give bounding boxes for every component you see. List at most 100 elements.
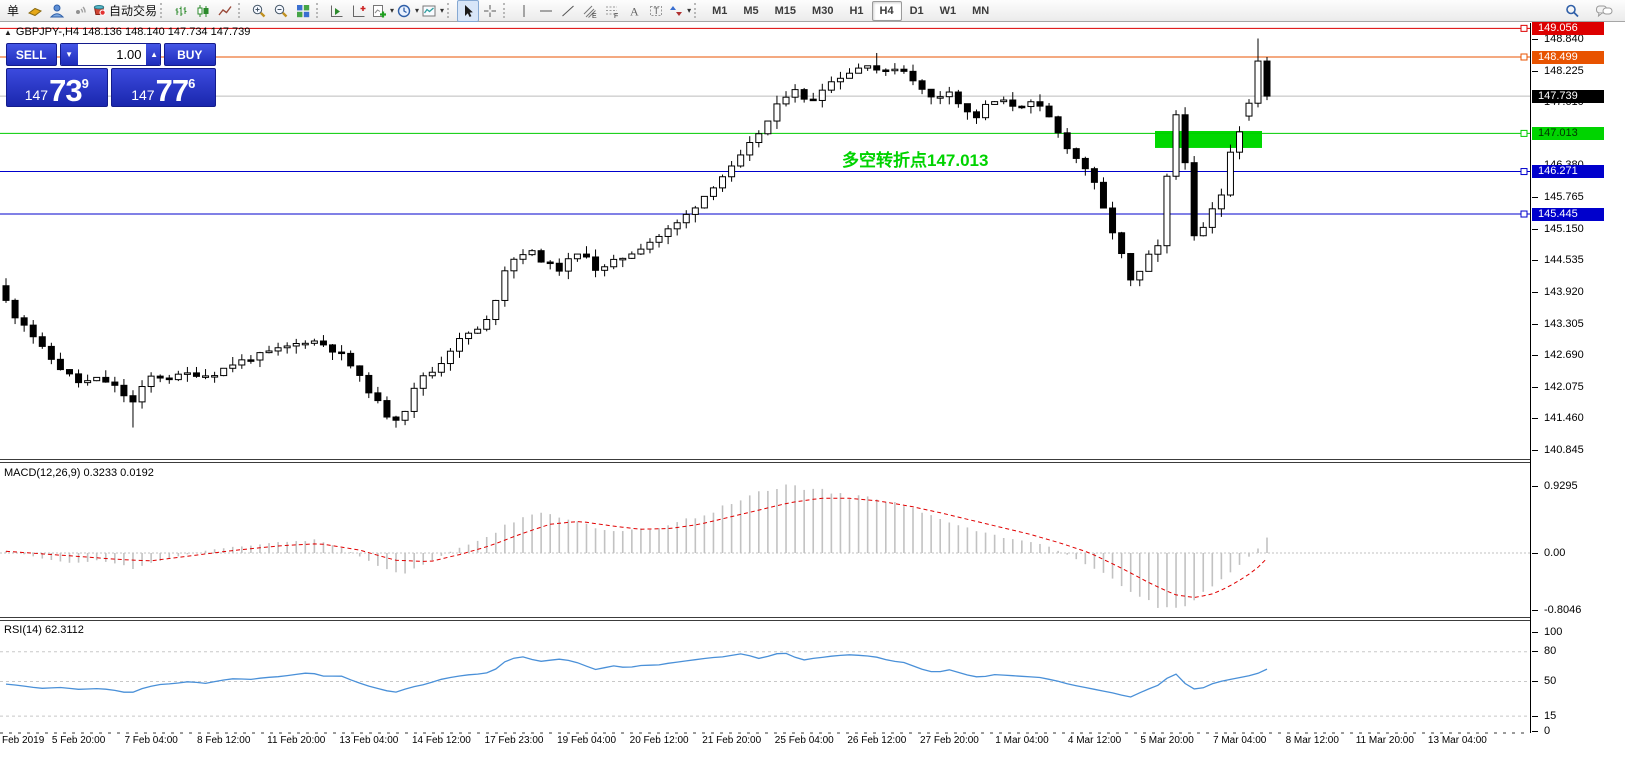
candlestick-mode-icon[interactable] [192, 0, 214, 22]
svg-text:T: T [654, 6, 660, 16]
sell-button[interactable]: SELL [6, 43, 57, 66]
timeframe-group: M1 M5 M15 M30 H1 H4 D1 W1 MN [704, 0, 997, 21]
chart-window: 多空转折点147.013 ▲ GBPJPY-,H4 148.136 148.140… [0, 21, 1625, 770]
bid-price-box[interactable]: 147 73 9 [6, 68, 108, 107]
template-button[interactable]: ▾ [420, 0, 445, 22]
label-tool-icon[interactable]: T [645, 0, 667, 22]
rsi-label: RSI(14) 62.3112 [4, 624, 84, 636]
toolbar-separator [238, 3, 244, 18]
toolbar-separator [160, 3, 166, 18]
axis-tick: 143.305 [1532, 317, 1584, 330]
time-label: 11 Feb 20:00 [267, 735, 326, 746]
time-label: Feb 2019 [2, 735, 45, 746]
toolbar-separator [694, 3, 700, 18]
pane-separator[interactable] [0, 617, 1625, 621]
volume-input[interactable] [77, 44, 146, 65]
timeframe-m5[interactable]: M5 [743, 4, 759, 17]
time-label: 26 Feb 12:00 [847, 735, 907, 746]
volume-down-button[interactable]: ▼ [60, 44, 78, 65]
price-axis[interactable]: 148.840148.225147.610146.995146.380145.7… [1530, 21, 1625, 736]
buy-button[interactable]: BUY [163, 43, 216, 66]
time-label: 8 Mar 12:00 [1285, 735, 1339, 746]
text-tool-icon[interactable]: A [623, 0, 645, 22]
time-label: 13 Mar 04:00 [1427, 735, 1487, 746]
hline-handle[interactable] [1520, 24, 1528, 32]
hline-handle[interactable] [1520, 53, 1528, 61]
horizontal-line-tool-icon[interactable] [535, 0, 557, 22]
vertical-line-tool-icon[interactable] [513, 0, 535, 22]
toolbar: 单 自动交易 ▾ ▾ ▾ [0, 0, 1625, 22]
crosshair-tool-icon[interactable] [479, 0, 501, 22]
price-badge-147.739: 147.739 [1532, 89, 1604, 103]
journal-icon[interactable] [24, 0, 46, 22]
hline-handle[interactable] [1520, 210, 1528, 218]
hline-handle[interactable] [1520, 129, 1528, 137]
toolbar-separator [503, 3, 509, 18]
volume-up-button[interactable]: ▲ [145, 44, 160, 65]
add-indicator-icon[interactable] [348, 0, 370, 22]
collapse-icon[interactable]: ▲ [4, 28, 12, 37]
line-chart-mode-icon[interactable] [214, 0, 236, 22]
axis-tick: 143.920 [1532, 285, 1584, 298]
hline-handle[interactable] [1520, 168, 1528, 176]
axis-tick: 144.535 [1532, 254, 1584, 267]
macd-label: MACD(12,26,9) 0.3233 0.0192 [4, 467, 154, 479]
chevron-down-icon: ▾ [415, 6, 420, 15]
period-button[interactable]: ▾ [395, 0, 420, 22]
ask-price-box[interactable]: 147 77 6 [110, 68, 216, 107]
bar-chart-mode-icon[interactable] [170, 0, 192, 22]
new-order-button[interactable]: 单 [6, 4, 19, 18]
macd-pane[interactable] [0, 462, 1530, 617]
rsi-pane[interactable] [0, 620, 1530, 732]
search-icon[interactable] [1561, 0, 1583, 22]
time-label: 1 Mar 04:00 [995, 735, 1049, 746]
chat-icon[interactable] [1593, 0, 1615, 22]
time-label: 20 Feb 12:00 [629, 735, 689, 746]
axis-tick: 142.690 [1532, 349, 1584, 362]
timeframe-mn[interactable]: MN [972, 4, 990, 17]
time-label: 8 Feb 12:00 [197, 735, 251, 746]
axis-tick: 50 [1531, 675, 1557, 687]
timeframe-m15[interactable]: M15 [774, 4, 797, 17]
rsi-line [5, 652, 1268, 698]
timeframe-d1[interactable]: D1 [909, 4, 924, 17]
time-axis-ticks [0, 732, 1530, 734]
axis-tick: 0 [1531, 724, 1551, 737]
profile-icon[interactable] [46, 0, 68, 22]
axis-tick: 141.460 [1532, 412, 1584, 425]
tile-windows-icon[interactable] [292, 0, 314, 22]
time-label: 13 Feb 04:00 [339, 735, 399, 746]
timeframe-h1[interactable]: H1 [849, 4, 864, 17]
time-label: 11 Mar 20:00 [1355, 735, 1414, 746]
pane-separator[interactable] [0, 459, 1625, 463]
fibonacci-tool-icon[interactable]: F [601, 0, 623, 22]
price-badge-145.445: 145.445 [1532, 207, 1604, 221]
timeframe-m1[interactable]: M1 [712, 4, 728, 17]
signal-icon[interactable] [68, 0, 90, 22]
cursor-tool-icon[interactable] [457, 0, 480, 22]
price-badge-146.271: 146.271 [1532, 165, 1604, 179]
auto-trading-button[interactable]: 自动交易 [90, 0, 158, 22]
trendline-tool-icon[interactable] [557, 0, 579, 22]
timeframe-m30[interactable]: M30 [812, 4, 834, 17]
new-chart-button[interactable]: ▾ [370, 0, 395, 22]
timeframe-w1[interactable]: W1 [939, 4, 957, 17]
timeframe-h4[interactable]: H4 [871, 0, 902, 21]
zoom-out-icon[interactable] [270, 0, 292, 22]
channel-tool-icon[interactable]: E [579, 0, 601, 22]
time-label: 17 Feb 23:00 [484, 735, 544, 746]
svg-text:F: F [614, 13, 618, 19]
axis-tick: 145.150 [1532, 222, 1584, 235]
main-price-chart[interactable]: 多空转折点147.013 [0, 23, 1530, 460]
time-label: 4 Mar 12:00 [1067, 735, 1122, 746]
toolbar-separator [447, 3, 453, 18]
zoom-in-icon[interactable] [248, 0, 270, 22]
chevron-down-icon: ▾ [440, 6, 445, 15]
indicators-icon[interactable] [326, 0, 348, 22]
axis-tick: -0.8046 [1531, 604, 1582, 617]
axis-tick: 148.225 [1532, 64, 1584, 77]
axis-tick: 145.765 [1532, 191, 1584, 204]
arrows-tool-icon[interactable]: ▾ [667, 0, 692, 22]
axis-tick: 140.845 [1532, 444, 1584, 457]
auto-trading-icon [91, 1, 107, 20]
